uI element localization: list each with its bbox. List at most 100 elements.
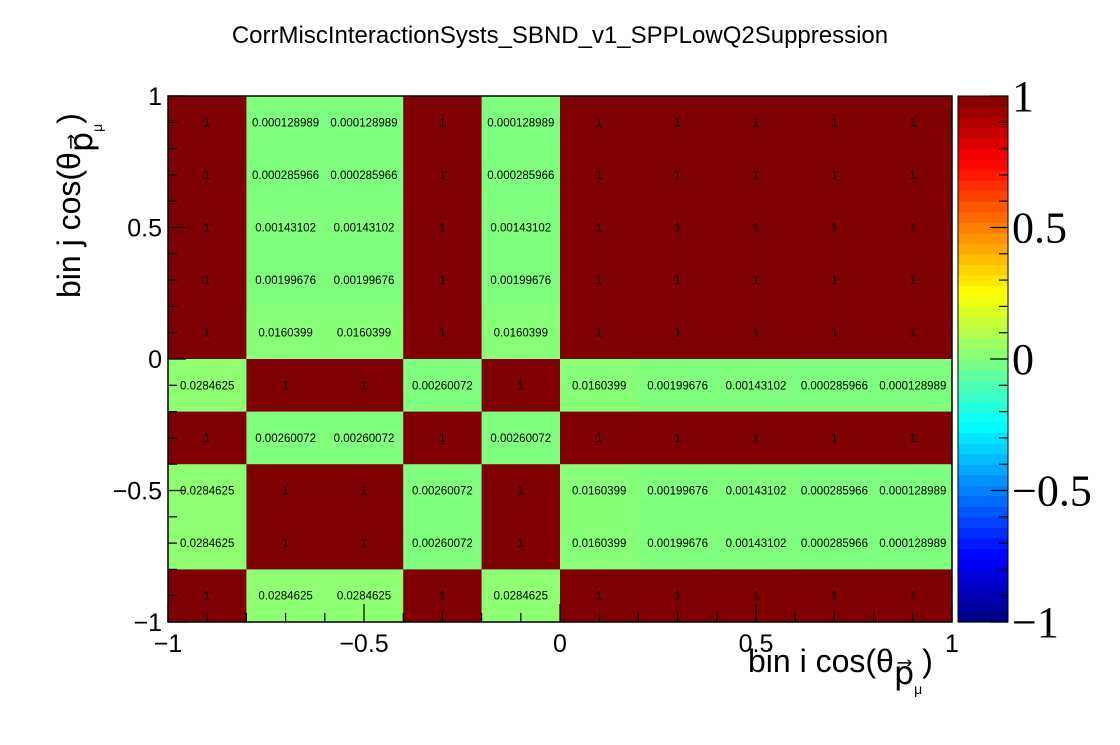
heatmap-cell [246, 411, 326, 465]
heatmap-cell [403, 411, 483, 465]
heatmap-cell [560, 306, 639, 360]
cell-label: 0.000128989 [879, 380, 946, 392]
heatmap-cell [560, 148, 639, 202]
cell-label: 1 [674, 170, 680, 182]
heatmap-cell [403, 201, 483, 255]
heatmap-cell [873, 201, 953, 255]
cell-label: 0.0284625 [494, 591, 548, 603]
cell-label: 1 [910, 275, 916, 287]
cell-label: 1 [753, 223, 759, 235]
y-axis-label: bin j cos(θp⃗μ) [51, 113, 105, 298]
colorbar-tick-label: 0 [1012, 335, 1034, 384]
colorbar-segment [958, 201, 1008, 213]
cell-label: 0.00199676 [255, 275, 316, 287]
heatmap-cell [795, 201, 875, 255]
x-axis-label: bin i cos(θp⃗μ) [748, 643, 933, 697]
colorbar-segment [958, 327, 1008, 339]
heatmap-cell [168, 96, 247, 150]
colorbar-segment [958, 274, 1008, 286]
cell-label: 1 [831, 328, 837, 340]
cell-label: 0.0160399 [572, 380, 626, 392]
cell-label: 0.0284625 [180, 538, 234, 550]
cell-label: 1 [204, 117, 210, 129]
colorbar-segment [958, 611, 1008, 623]
cell-label: 1 [910, 170, 916, 182]
heatmap-cell [324, 359, 404, 413]
cell-label: 0.00260072 [334, 433, 395, 445]
heatmap-cell [168, 253, 247, 307]
colorbar-segment [958, 411, 1008, 423]
cell-label: 1 [753, 328, 759, 340]
colorbar-segment [958, 558, 1008, 570]
heatmap-cell [873, 516, 953, 570]
colorbar-segment [958, 485, 1008, 497]
cell-label: 1 [753, 433, 759, 445]
colorbar-segment [958, 222, 1008, 234]
x-tick-label: 0 [553, 630, 567, 658]
cell-label: 0.00143102 [334, 223, 395, 235]
heatmap-cell [246, 359, 326, 413]
cell-label: 0.00260072 [412, 486, 473, 498]
cell-label: 1 [204, 591, 210, 603]
cell-label: 1 [596, 275, 602, 287]
heatmap-cell [481, 411, 561, 465]
cell-label: 1 [439, 223, 445, 235]
heatmap-cell [246, 253, 326, 307]
cell-label: 1 [361, 538, 367, 550]
cell-label: 0.0160399 [494, 328, 548, 340]
heatmap-cell [638, 201, 718, 255]
cell-label: 0.00143102 [255, 223, 316, 235]
y-tick-label: 0 [148, 346, 162, 374]
cell-label: 1 [518, 486, 524, 498]
colorbar-tick-label: −0.5 [1012, 467, 1092, 516]
cell-label: 1 [753, 275, 759, 287]
heatmap-cell [560, 411, 639, 465]
heatmap-cell [638, 253, 718, 307]
heatmap-cell [716, 359, 796, 413]
heatmap-cell [481, 96, 561, 150]
cell-label: 0.000128989 [879, 486, 946, 498]
heatmap-cell [873, 411, 953, 465]
cell-label: 0.000285966 [801, 486, 868, 498]
colorbar-segment [958, 369, 1008, 381]
cell-label: 0.00260072 [412, 380, 473, 392]
heatmap-cell [795, 464, 875, 518]
colorbar-segment [958, 337, 1008, 350]
heatmap-cell [716, 306, 796, 360]
colorbar-segment [958, 390, 1008, 402]
colorbar-segment [958, 348, 1008, 360]
colorbar-segment [958, 527, 1008, 539]
colorbar-segment [958, 474, 1008, 486]
cell-label: 0.000128989 [879, 538, 946, 550]
cell-label: 1 [439, 591, 445, 603]
heatmap-cell [873, 253, 953, 307]
cell-label: 1 [361, 486, 367, 498]
cell-label: 0.00199676 [647, 538, 708, 550]
heatmap-cell [795, 306, 875, 360]
heatmap-cell [481, 516, 561, 570]
cell-label: 0.000285966 [801, 538, 868, 550]
heatmap-cell [560, 464, 639, 518]
y-tick-label: 0.5 [127, 215, 162, 243]
colorbar-segment [958, 453, 1008, 465]
colorbar-segment [958, 569, 1008, 581]
heatmap-cell [168, 306, 247, 360]
colorbar-segment [958, 506, 1008, 518]
cell-label: 0.0160399 [337, 328, 391, 340]
x-tick-label: −0.5 [339, 630, 388, 658]
heatmap-cell [716, 148, 796, 202]
cell-label: 1 [518, 380, 524, 392]
cell-label: 1 [910, 117, 916, 129]
heatmap-cell [795, 359, 875, 413]
x-tick-label: 1 [945, 630, 959, 658]
colorbar-segment [958, 306, 1008, 318]
colorbar-segment [958, 401, 1008, 413]
colorbar-segment [958, 169, 1008, 181]
cell-label: 0.000128989 [252, 117, 319, 129]
cell-label: 1 [674, 591, 680, 603]
heatmap-cell [324, 411, 404, 465]
x-tick-label: −1 [154, 630, 183, 658]
heatmap-cell [403, 464, 483, 518]
heatmap-cell [795, 411, 875, 465]
cell-label: 1 [596, 170, 602, 182]
